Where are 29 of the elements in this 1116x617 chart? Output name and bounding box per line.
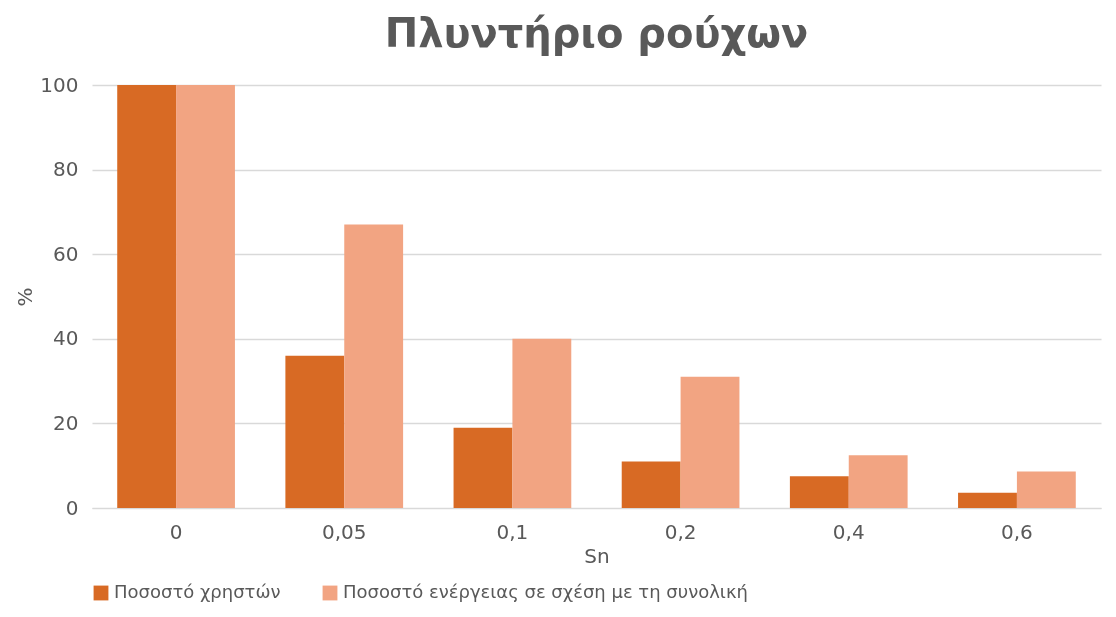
bar bbox=[621, 461, 681, 508]
legend-label: Ποσοστό ενέργειας σε σχέση με τη συνολική bbox=[343, 581, 748, 602]
legend-label: Ποσοστό χρηστών bbox=[114, 581, 281, 602]
y-axis-title: % bbox=[13, 287, 38, 307]
y-tick-label: 100 bbox=[40, 72, 79, 97]
x-tick-label: 0,05 bbox=[321, 519, 367, 544]
bar bbox=[958, 492, 1017, 508]
y-tick-label: 40 bbox=[53, 326, 79, 351]
bar bbox=[344, 224, 404, 508]
bar bbox=[453, 427, 513, 508]
bar bbox=[848, 455, 908, 508]
x-tick-label: 0,2 bbox=[664, 519, 697, 544]
y-tick-label: 80 bbox=[53, 157, 79, 182]
bar bbox=[680, 376, 740, 508]
x-tick-label: 0,1 bbox=[496, 519, 529, 544]
chart-title: Πλυντήριο ρούχων bbox=[384, 10, 809, 56]
y-tick-label: 60 bbox=[53, 241, 79, 266]
x-tick-label: 0 bbox=[169, 519, 183, 544]
bar bbox=[285, 355, 345, 508]
x-axis-title: Sn bbox=[584, 543, 610, 568]
y-tick-label: 0 bbox=[65, 495, 79, 520]
bar bbox=[117, 85, 177, 508]
x-tick-label: 0,4 bbox=[832, 519, 865, 544]
bar bbox=[1016, 471, 1076, 508]
bar bbox=[512, 338, 572, 508]
bar bbox=[176, 85, 235, 508]
x-tick-label: 0,6 bbox=[1001, 519, 1033, 544]
bar bbox=[789, 476, 849, 508]
y-tick-label: 20 bbox=[53, 410, 79, 435]
